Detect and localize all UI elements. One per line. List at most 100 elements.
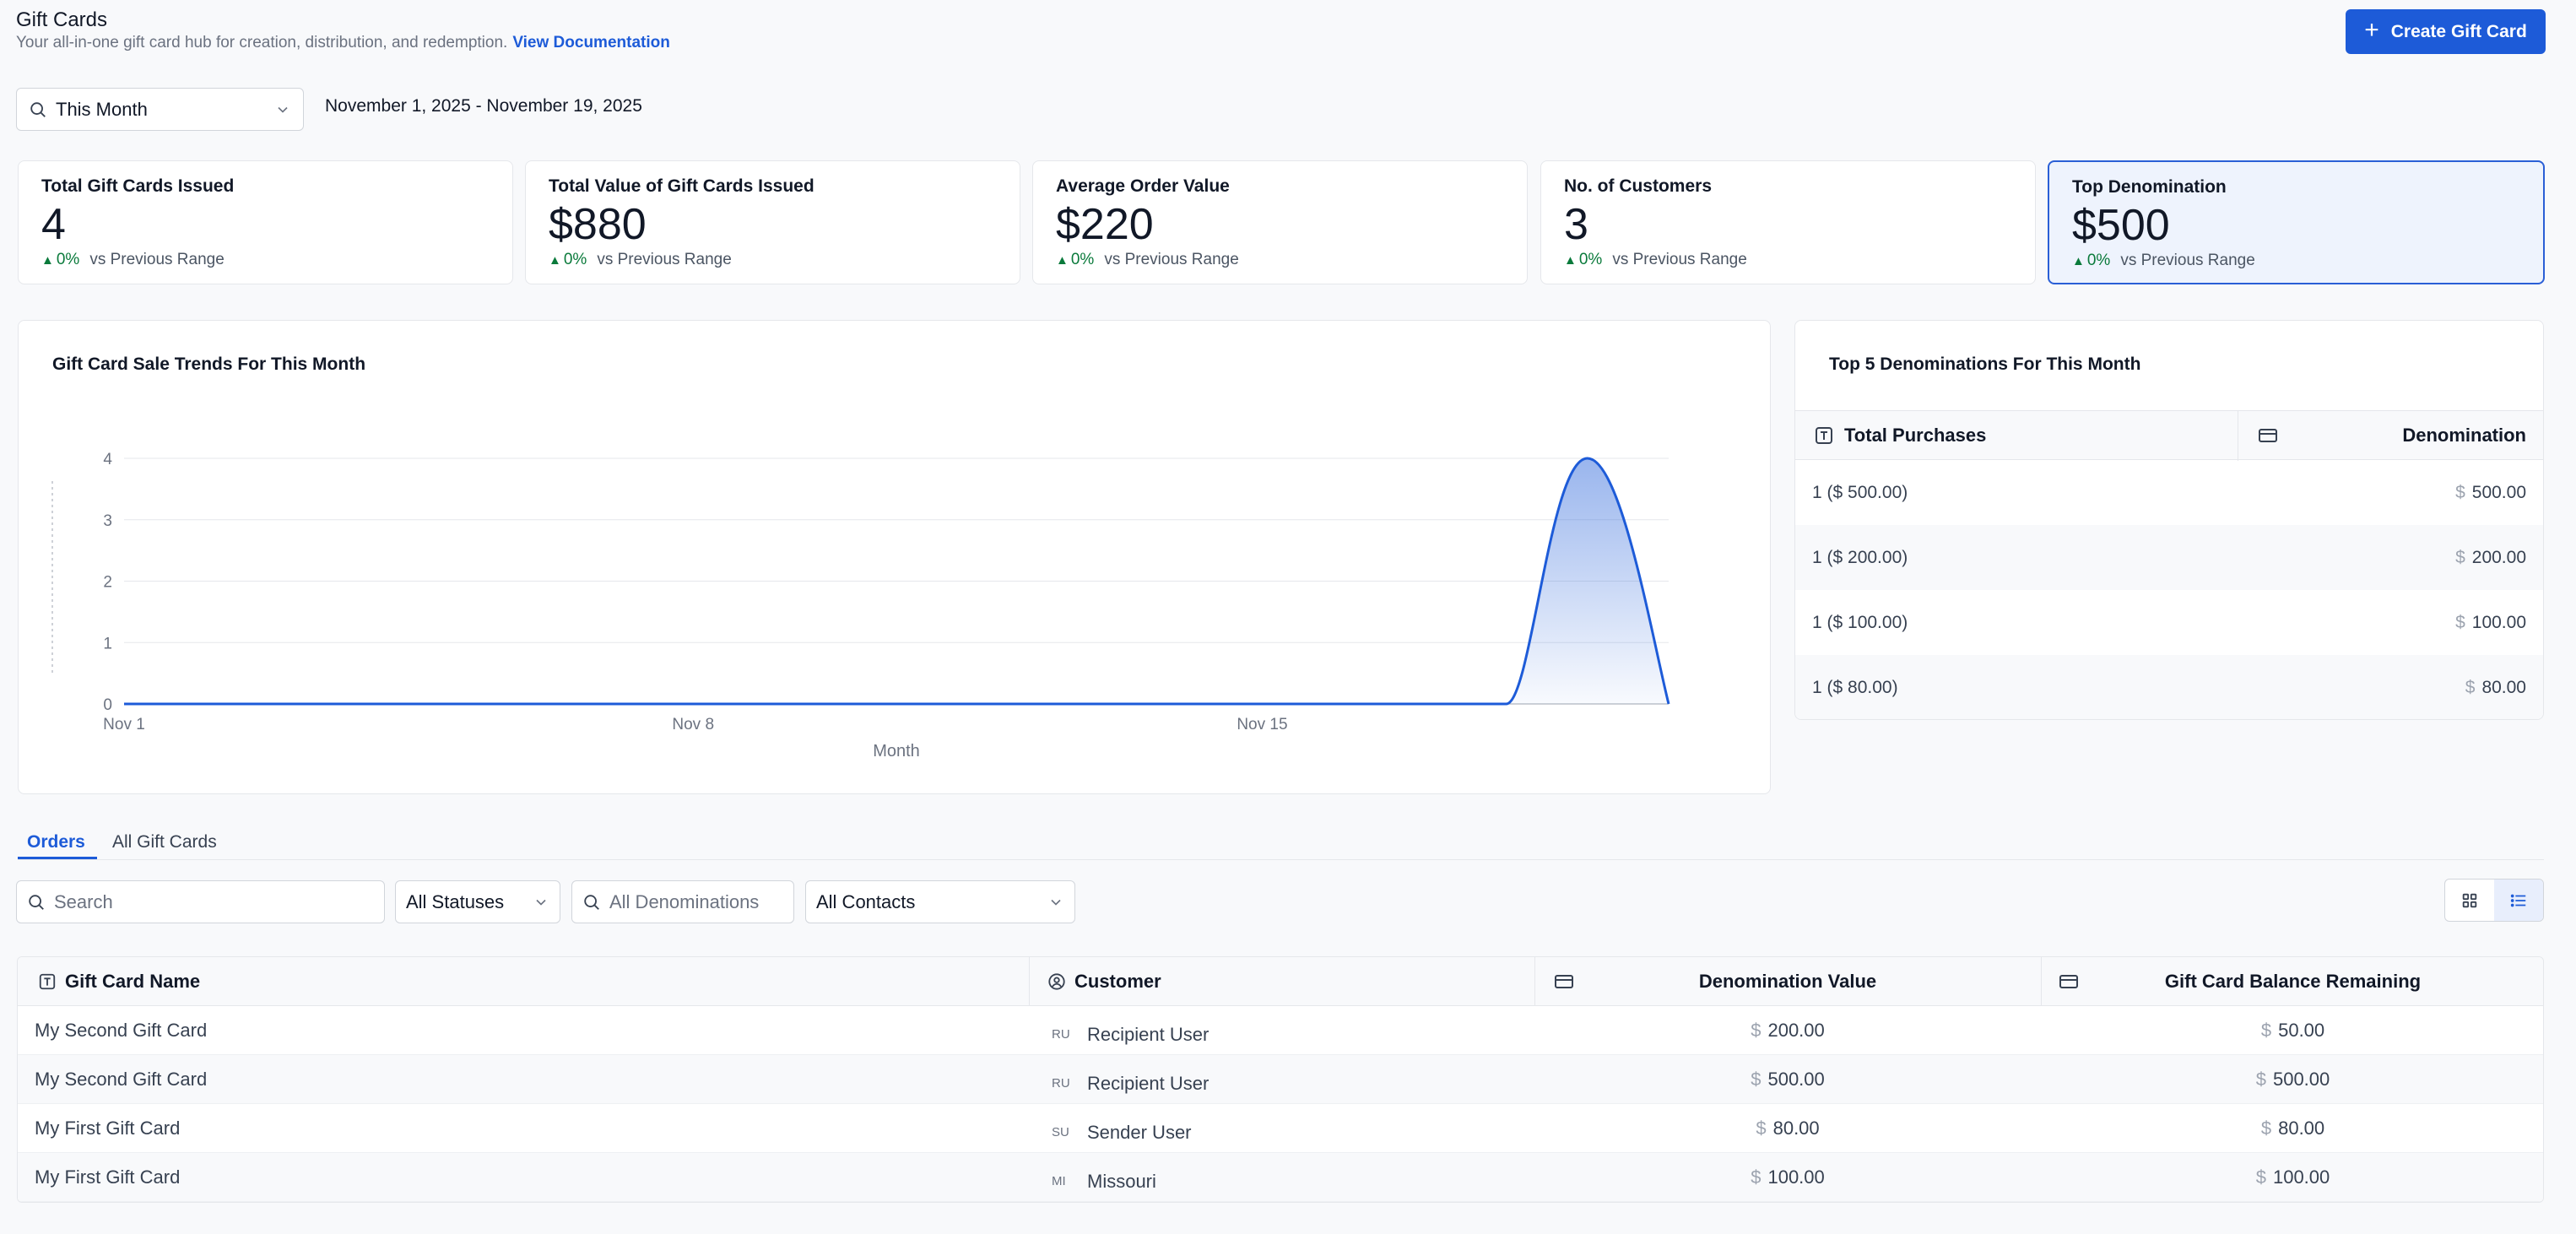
arrow-up-icon: ▲ [1056,253,1069,268]
list-icon [2509,891,2528,910]
gift-card-name-cell: My First Gift Card [35,1117,181,1139]
kpi-label: Total Gift Cards Issued [41,176,235,196]
series-line [124,457,1670,706]
avatar: RU [1052,1076,1070,1091]
denomination-cell: $500.00 [1751,1068,1825,1090]
denomination-cell: $200.00 [1751,1019,1825,1041]
x-tick-label: Nov 15 [1237,716,1287,733]
status-value: All Statuses [406,890,505,912]
chart-title: Gift Card Sale Trends For This Month [52,355,366,374]
tabs-divider [18,859,2544,860]
balance-cell: $50.00 [2260,1019,2325,1041]
date-range-value: This Month [56,98,148,120]
balance-cell: $80.00 [2260,1117,2325,1139]
search-icon [29,100,47,119]
y-tick-label: 3 [103,512,112,530]
kpi-delta: ▲ 0% vs Previous Range [2072,252,2255,269]
view-toggle [2444,879,2544,922]
arrow-up-icon: ▲ [549,253,561,268]
subtitle-text: Your all-in-one gift card hub for creati… [16,34,508,51]
y-tick-label: 0 [103,696,112,714]
text-icon [1814,425,1834,446]
sales-trend-chart: 0 1 2 3 4 Nov 1 Nov 8 Nov 15 Month [51,451,1670,760]
kpi-total-gift-cards[interactable]: Total Gift Cards Issued 4 ▲ 0% vs Previous… [18,160,513,284]
text-icon [38,972,57,991]
y-tick-label: 1 [103,635,112,652]
denomination-placeholder: All Denominations [609,890,760,912]
search-icon [582,893,601,912]
col-customer[interactable]: Customer [1074,970,1161,992]
gift-card-name-cell: My Second Gift Card [35,1019,208,1041]
col-total-purchases[interactable]: Total Purchases [1844,425,1987,446]
denomination-row: 1 ($ 200.00) $200.00 [1795,525,2543,590]
balance-cell: $500.00 [2255,1068,2330,1090]
denomination-row: 1 ($ 80.00) $80.00 [1795,655,2543,719]
create-gift-card-button[interactable]: + Create Gift Card [2346,9,2546,54]
arrow-up-icon: ▲ [41,253,54,268]
table-row[interactable]: My Second Gift Card RU Recipient User $50… [18,1055,2543,1104]
status-select[interactable]: All Statuses [395,880,560,923]
col-denomination[interactable]: Denomination [2402,425,2526,446]
list-view-button[interactable] [2494,879,2543,921]
denomination-cell: $200.00 [2455,547,2526,567]
customer-cell: RU Recipient User [1052,1023,1210,1045]
top-denominations-card: Top 5 Denominations For This Month Total… [1794,320,2544,720]
x-tick-label: Nov 8 [672,716,714,733]
page-subtitle: Your all-in-one gift card hub for creati… [16,34,670,52]
date-range-select[interactable]: This Month [16,88,304,131]
card-icon [2258,425,2278,446]
grid-view-button[interactable] [2445,879,2494,921]
avatar: MI [1052,1174,1066,1188]
y-tick-label: 4 [103,451,112,468]
denomination-cell: $100.00 [2455,612,2526,632]
table-row[interactable]: My First Gift Card SU Sender User $80.00 … [18,1104,2543,1153]
kpi-top-denomination[interactable]: Top Denomination $500 ▲ 0% vs Previous Ran… [2048,160,2545,284]
table-row[interactable]: My First Gift Card MI Missouri $100.00 $1… [18,1153,2543,1202]
denomination-cell: $100.00 [1751,1166,1825,1188]
col-denomination-value[interactable]: Denomination Value [1698,970,1877,992]
chevron-down-icon [533,894,549,911]
orders-search-input[interactable]: Search [16,880,385,923]
card-icon [1554,972,1574,992]
kpi-delta: ▲ 0% vs Previous Range [41,251,225,268]
card-icon [2059,972,2079,992]
table-row[interactable]: My Second Gift Card RU Recipient User $20… [18,1006,2543,1055]
kpi-customers[interactable]: No. of Customers 3 ▲ 0% vs Previous Range [1540,160,2036,284]
purchases-cell: 1 ($ 100.00) [1812,612,1908,632]
denomination-row: 1 ($ 100.00) $100.00 [1795,590,2543,655]
arrow-up-icon: ▲ [2072,254,2085,268]
kpi-average-order-value[interactable]: Average Order Value $220 ▲ 0% vs Previous … [1032,160,1528,284]
purchases-cell: 1 ($ 200.00) [1812,547,1908,567]
avatar: RU [1052,1027,1070,1042]
search-placeholder: Search [54,890,113,912]
active-tab-indicator [18,857,97,859]
gift-card-name-cell: My First Gift Card [35,1166,181,1188]
kpi-total-value[interactable]: Total Value of Gift Cards Issued $880 ▲ 0… [525,160,1020,284]
create-gift-card-label: Create Gift Card [2390,21,2527,41]
balance-cell: $100.00 [2255,1166,2330,1188]
view-documentation-link[interactable]: View Documentation [512,34,670,51]
col-gift-card-name[interactable]: Gift Card Name [65,970,201,992]
kpi-label: No. of Customers [1564,176,1713,196]
customer-cell: MI Missouri [1052,1170,1156,1192]
chevron-down-icon [1047,894,1064,911]
user-icon [1047,972,1066,991]
denomination-cell: $80.00 [1756,1117,1820,1139]
tab-all-gift-cards[interactable]: All Gift Cards [112,832,217,852]
date-range-text: November 1, 2025 - November 19, 2025 [325,96,642,116]
kpi-delta: ▲ 0% vs Previous Range [549,251,732,268]
purchases-cell: 1 ($ 500.00) [1812,482,1908,502]
contacts-select[interactable]: All Contacts [805,880,1075,923]
tab-orders[interactable]: Orders [27,832,85,852]
kpi-label: Total Value of Gift Cards Issued [549,176,814,196]
x-axis-label: Month [873,742,920,760]
denomination-filter[interactable]: All Denominations [571,880,794,923]
kpi-value: 4 [41,200,66,249]
col-balance-remaining[interactable]: Gift Card Balance Remaining [2164,970,2422,992]
kpi-value: 3 [1564,200,1588,249]
orders-table: Gift Card Name Customer Denomination Val… [17,956,2544,1203]
kpi-value: $500 [2072,201,2170,250]
kpi-label: Top Denomination [2072,177,2227,197]
plus-icon: + [2364,16,2379,44]
page-title: Gift Cards [16,8,108,31]
